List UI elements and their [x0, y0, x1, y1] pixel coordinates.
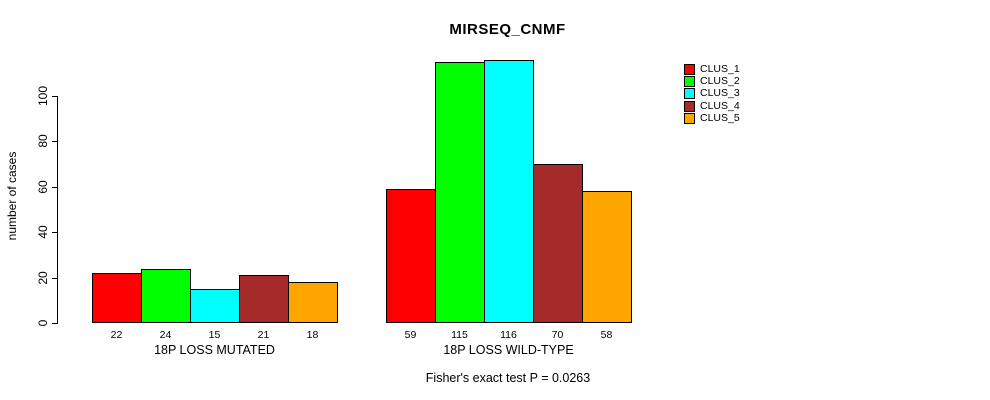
legend-swatch	[684, 63, 695, 75]
y-tick-label: 20	[36, 270, 50, 285]
bar-value-label: 15	[208, 329, 221, 341]
bar-value-label: 70	[551, 329, 564, 341]
bar-value-label: 18	[306, 329, 319, 341]
bar-value-label: 116	[500, 329, 517, 341]
legend-swatch	[684, 113, 695, 125]
legend-item: CLUS_5	[684, 113, 740, 125]
bar	[582, 191, 632, 323]
legend: CLUS_1 CLUS_2 CLUS_3 CLUS_4 CLUS_5	[684, 63, 740, 125]
x-category-label: 18P LOSS WILD-TYPE	[443, 343, 574, 357]
bar	[141, 269, 191, 323]
bar-value-label: 59	[404, 329, 417, 341]
legend-swatch	[684, 76, 695, 88]
bar-value-label: 24	[159, 329, 172, 341]
bar-value-label: 21	[257, 329, 270, 341]
legend-item: CLUS_3	[684, 88, 740, 100]
legend-swatch	[684, 88, 695, 100]
bar	[435, 62, 485, 323]
bar	[386, 189, 436, 323]
y-tick-label: 100	[36, 85, 50, 107]
bar	[533, 164, 583, 323]
legend-item: CLUS_2	[684, 75, 740, 88]
bar	[288, 282, 338, 323]
y-tick-label: 80	[36, 134, 50, 149]
bar	[484, 60, 534, 323]
legend-label: CLUS_5	[700, 112, 740, 125]
y-axis-title: number of cases	[5, 151, 19, 241]
y-tick-label: 40	[36, 225, 50, 239]
chart-title: MIRSEQ_CNMF	[449, 21, 566, 38]
y-tick	[52, 96, 58, 97]
bar	[190, 289, 240, 323]
y-tick	[52, 232, 58, 234]
legend-item: CLUS_1	[684, 63, 740, 75]
bar	[92, 273, 142, 323]
legend-item: CLUS_4	[684, 100, 740, 112]
y-tick	[52, 186, 58, 188]
bar	[239, 275, 289, 323]
y-tick	[52, 323, 58, 324]
legend-label: CLUS_4	[700, 99, 740, 112]
y-tick	[52, 277, 58, 279]
bar-value-label: 58	[600, 329, 613, 341]
y-axis-line	[57, 96, 58, 324]
bar-value-label: 22	[110, 329, 123, 341]
x-category-label: 18P LOSS MUTATED	[154, 343, 275, 357]
legend-label: CLUS_3	[700, 87, 740, 100]
annotation-text: Fisher's exact test P = 0.0263	[425, 371, 591, 385]
legend-swatch	[684, 100, 695, 112]
legend-label: CLUS_2	[700, 75, 740, 88]
y-tick	[52, 141, 58, 143]
legend-label: CLUS_1	[700, 62, 740, 75]
y-tick-label: 60	[36, 180, 50, 194]
bar-value-label: 115	[451, 329, 468, 341]
y-tick-label: 0	[36, 319, 50, 327]
